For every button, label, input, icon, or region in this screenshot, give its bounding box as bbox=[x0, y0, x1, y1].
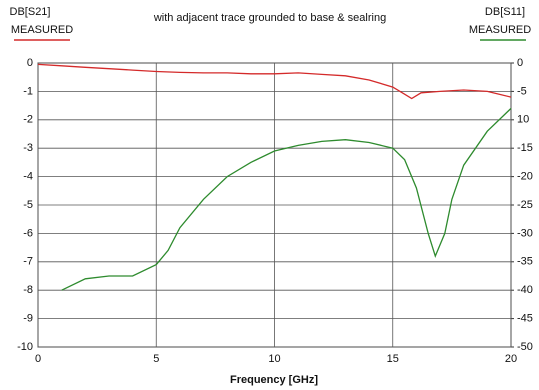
y-label: MEASURED bbox=[11, 24, 73, 36]
x-tick-label: 20 bbox=[505, 353, 517, 365]
y-tick-label: -1 bbox=[23, 85, 33, 97]
x-label: Frequency [GHz] bbox=[230, 374, 318, 386]
y2-tick-label: 10 bbox=[517, 114, 529, 126]
y2-tick-label: 0 bbox=[517, 57, 523, 69]
y2-tick-label: -35 bbox=[517, 256, 533, 268]
y-tick-label: -3 bbox=[23, 142, 33, 154]
y2-tick-label: -50 bbox=[517, 341, 533, 353]
y2-tick-label: -25 bbox=[517, 199, 533, 211]
y-tick-label: -9 bbox=[23, 313, 33, 325]
y2-tick-label: -30 bbox=[517, 227, 533, 239]
chart-title: with adjacent trace grounded to base & s… bbox=[153, 12, 386, 24]
data-line bbox=[37, 63, 512, 100]
y2-tick-label: -20 bbox=[517, 171, 533, 183]
y2-tick-label: -15 bbox=[517, 142, 533, 154]
y2-tick-label: -5 bbox=[517, 85, 527, 97]
x-tick-label: 15 bbox=[387, 353, 399, 365]
y2-label: DB[S11] bbox=[485, 6, 525, 18]
y-tick-label: -10 bbox=[17, 341, 33, 353]
data-line bbox=[61, 107, 512, 291]
y-tick-label: -4 bbox=[23, 171, 33, 183]
y-tick-label: -5 bbox=[23, 199, 33, 211]
y-tick-label: -6 bbox=[23, 227, 33, 239]
x-tick-label: 10 bbox=[268, 353, 280, 365]
y-tick-label: -7 bbox=[23, 256, 33, 268]
x-tick-label: 0 bbox=[35, 353, 41, 365]
y2-label: MEASURED bbox=[469, 24, 531, 36]
x-tick-label: 5 bbox=[153, 353, 159, 365]
y-label: DB[S21] bbox=[10, 6, 51, 18]
y2-tick-label: -40 bbox=[517, 284, 533, 296]
y-tick-label: 0 bbox=[27, 57, 33, 69]
y-tick-label: -8 bbox=[23, 284, 33, 296]
y2-tick-label: -45 bbox=[517, 313, 533, 325]
y-tick-label: -2 bbox=[23, 114, 33, 126]
